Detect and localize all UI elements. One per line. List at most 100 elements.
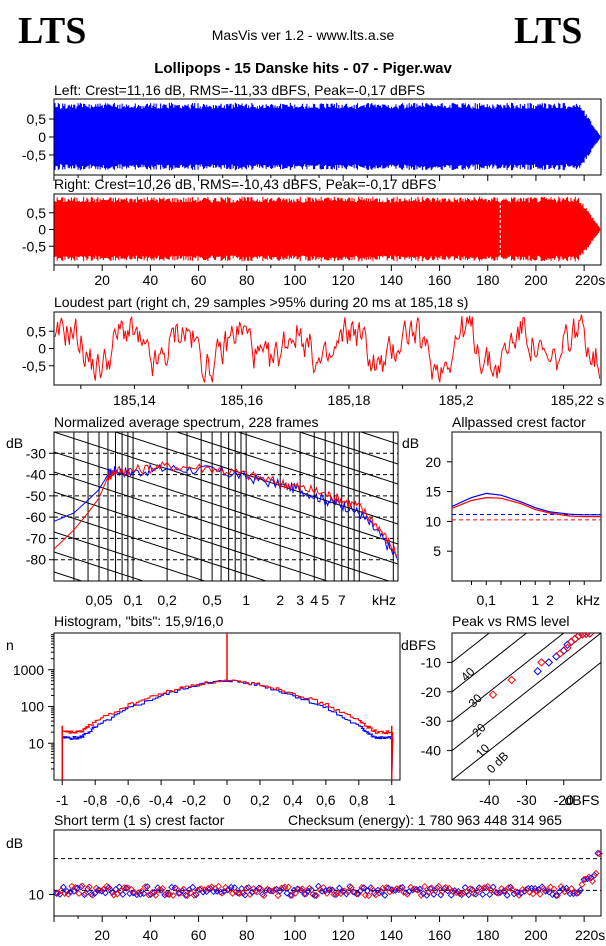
histogram-series-right xyxy=(61,679,394,781)
peak-rms-point xyxy=(578,633,587,639)
short-crest-point-right xyxy=(459,889,467,897)
short-crest-point-left xyxy=(465,891,473,899)
spectrum-slope-line xyxy=(54,491,329,581)
short-crest-point-left xyxy=(454,887,462,895)
peak-rms-point xyxy=(574,633,583,641)
short-crest-point-right xyxy=(557,883,565,891)
peak-rms-diag-label: 20 xyxy=(469,720,489,740)
peak-rms-point xyxy=(537,658,546,667)
peak-rms-grid-group xyxy=(452,633,601,780)
crest-series-left xyxy=(451,492,601,516)
right-waveform-xtick-label: 40 xyxy=(143,272,159,288)
spectrum-slope-line xyxy=(236,432,398,485)
short-crest-point-right xyxy=(250,885,257,893)
short-crest-point-left xyxy=(563,884,571,892)
histogram-xtick-label: -0,6 xyxy=(116,792,140,808)
short-crest-point-right xyxy=(85,883,93,891)
short-crest-xtick-label: 80 xyxy=(239,927,255,943)
crest-ytick-label: 20 xyxy=(425,454,441,470)
short-crest-point-right xyxy=(284,883,292,891)
logo-right: LTS xyxy=(514,10,583,52)
short-crest-point-right xyxy=(106,886,114,894)
short-crest-point-right xyxy=(246,891,254,899)
histogram-ytick-label: 1000 xyxy=(13,662,44,678)
short-crest-point-left xyxy=(182,891,190,899)
short-crest-point-left xyxy=(398,883,406,891)
right-waveform-ytick-label: 0,5 xyxy=(27,205,47,221)
short-crest-xtick-label: 200 xyxy=(524,927,548,943)
short-crest-point-right xyxy=(592,869,600,877)
peak-rms-point xyxy=(555,649,565,658)
peak-rms-diagonal xyxy=(452,633,565,722)
left-waveform-signal xyxy=(54,102,602,171)
spectrum-slope-line xyxy=(54,432,398,545)
left-waveform-ytick-label: 0,5 xyxy=(27,111,47,127)
logo-left: LTS xyxy=(18,10,87,52)
right-waveform-xtick-label: 180 xyxy=(476,272,500,288)
short-crest-point-right xyxy=(578,881,586,888)
loudest-xtick-label: 185,18 xyxy=(328,392,371,408)
short-crest-point-left xyxy=(241,891,249,899)
spectrum-slope-line xyxy=(113,432,398,525)
peak-rms-title: Peak vs RMS level xyxy=(452,613,570,629)
spectrum-ytick-label: -30 xyxy=(26,445,46,461)
short-crest-point-right xyxy=(134,889,142,897)
spectrum-ylabel: dB xyxy=(6,435,23,451)
histogram-xtick-label: -0,8 xyxy=(83,792,107,808)
short-crest-point-right xyxy=(463,888,471,896)
short-crest-point-right xyxy=(595,850,603,858)
peak-rms-diag-label: 40 xyxy=(458,664,478,684)
spectrum-xtick-label: 1 xyxy=(242,592,250,608)
spectrum-series-left xyxy=(54,463,398,559)
short-crest-xtick-label: 180 xyxy=(476,927,500,943)
histogram-xtick-label: 0,8 xyxy=(349,792,369,808)
crest-ytick-label: 10 xyxy=(425,513,441,529)
spectrum-xtick-label: 0,05 xyxy=(85,592,112,608)
short-crest-point-right xyxy=(519,886,527,894)
short-crest-point-right xyxy=(484,882,492,890)
spectrum-ytick-label: -80 xyxy=(26,552,46,568)
spectrum-xtick-label: 0,1 xyxy=(123,592,143,608)
short-crest-point-left xyxy=(423,891,431,899)
short-crest-point-right xyxy=(75,889,83,897)
short-crest-point-right xyxy=(159,884,167,892)
short-crest-point-left xyxy=(426,885,434,893)
short-crest-point-right xyxy=(82,890,90,898)
short-crest-point-left xyxy=(342,890,350,898)
crest-ytick-label: 5 xyxy=(433,543,441,559)
histogram-xtick-label: -0,4 xyxy=(149,792,173,808)
short-crest-point-left xyxy=(255,884,263,892)
short-crest-point-left xyxy=(105,884,113,892)
short-crest-point-right xyxy=(347,884,355,892)
short-crest-point-right xyxy=(176,889,184,897)
peak-rms-point xyxy=(533,666,542,676)
short-crest-point-left xyxy=(381,891,389,899)
short-term-crest-title: Short term (1 s) crest factor xyxy=(54,812,225,828)
short-crest-point-left xyxy=(416,885,424,893)
short-crest-ylabel: dB xyxy=(6,835,23,851)
peak-rms-point xyxy=(585,633,595,638)
short-crest-point-left xyxy=(503,891,511,899)
short-crest-point-right xyxy=(536,890,544,898)
short-crest-ytick-label: 10 xyxy=(28,887,44,903)
short-crest-xtick-label: 140 xyxy=(380,927,404,943)
right-waveform-xtick-label: 220s xyxy=(575,272,605,288)
short-crest-point-right xyxy=(215,882,223,890)
spectrum-frame xyxy=(53,431,399,582)
short-crest-point-left xyxy=(444,887,452,895)
spectrum-slope-line xyxy=(54,551,145,581)
crest-xtick-label: 1 xyxy=(531,592,539,608)
crest-xtick-label: 2 xyxy=(546,592,554,608)
short-crest-point-left xyxy=(101,889,109,897)
spectrum-xtick-label: 0,5 xyxy=(202,592,222,608)
short-crest-point-right xyxy=(312,892,320,899)
spectrum-slope-line xyxy=(54,451,398,565)
short-crest-xtick-label: 160 xyxy=(428,927,452,943)
short-crest-point-left xyxy=(556,888,564,896)
crest-xtick-label: kHz xyxy=(576,592,600,608)
spectrum-series-right xyxy=(54,461,398,557)
short-crest-xtick-label: 40 xyxy=(143,927,159,943)
short-crest-point-right xyxy=(152,891,160,899)
short-crest-point-right xyxy=(351,888,359,896)
short-crest-point-right xyxy=(515,891,523,899)
